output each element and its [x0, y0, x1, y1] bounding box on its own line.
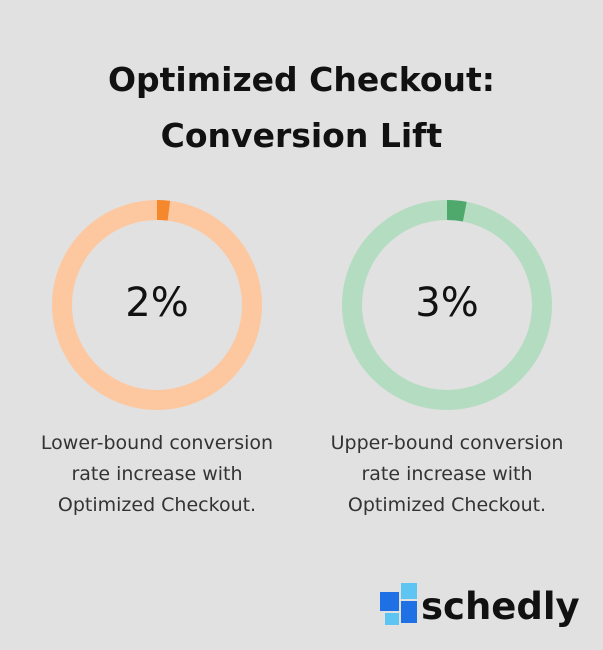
logo-square: [401, 601, 417, 623]
caption: Lower-bound conversion rate increase wit…: [40, 432, 274, 516]
logo-square: [380, 592, 399, 611]
value-label: 2%: [125, 280, 188, 326]
title: Optimized Checkout: Conversion Lift: [107, 60, 495, 155]
logo-square: [401, 583, 417, 599]
brand-logo: schedly: [380, 583, 580, 628]
donut-arc: [52, 200, 262, 410]
logo-square: [385, 613, 399, 625]
donut-arc: [342, 200, 552, 410]
brand-name: schedly: [421, 585, 580, 628]
value-label: 3%: [415, 280, 478, 326]
caption: Upper-bound conversion rate increase wit…: [330, 432, 564, 516]
